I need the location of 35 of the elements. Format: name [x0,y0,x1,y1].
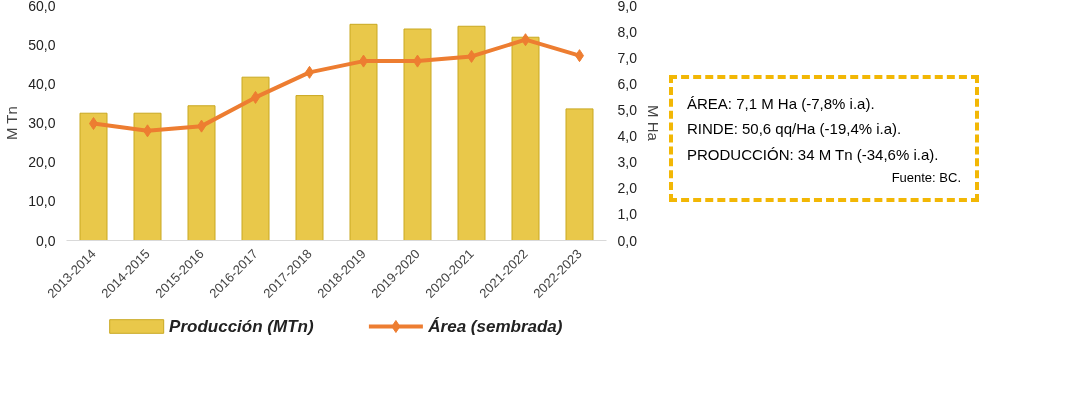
y-axis-title: M Tn [3,106,21,141]
y2-tick-label: 1,0 [617,206,638,223]
y2-tick-label: 9,0 [617,0,638,14]
bar [241,76,270,241]
y2-tick-label: 3,0 [617,154,638,171]
y2-tick-label: 6,0 [617,75,638,92]
y2-tick-label: 8,0 [617,23,638,40]
bar [565,108,594,241]
bar [187,105,216,241]
text: PRODUCCIÓN: 34 M Tn (-34,6% i.a). [687,144,940,165]
source-note: Fuente: BC. [890,169,961,188]
bar [511,36,540,241]
text: ÁREA: 7,1 M Ha (-7,8% i.a). [687,94,876,114]
y-tick-label: 50,0 [28,36,56,53]
bar [133,112,162,241]
bar [457,25,486,241]
bar [403,28,432,241]
y-tick-label: 40,0 [28,75,56,92]
y2-axis-title: M Ha [644,105,662,142]
y2-tick-label: 0,0 [617,232,638,249]
y-tick-label: 20,0 [28,154,56,171]
y-tick-label: 30,0 [28,115,56,131]
y-tick-label: 10,0 [28,193,56,210]
y2-tick-label: 2,0 [617,180,638,197]
legend-label: Producción (MTn) [169,317,314,336]
y-tick-label: 0,0 [36,232,56,249]
y2-tick-label: 5,0 [617,101,638,118]
y2-tick-label: 4,0 [617,128,638,145]
bar [295,95,324,241]
text: RINDE: 50,6 qq/Ha (-19,4% i.a). [687,119,903,140]
bar [349,23,378,241]
legend-label: Área (sembrada) [427,317,563,336]
y2-tick-label: 7,0 [617,49,638,66]
bar [79,112,108,241]
y-tick-label: 60,0 [28,0,56,14]
